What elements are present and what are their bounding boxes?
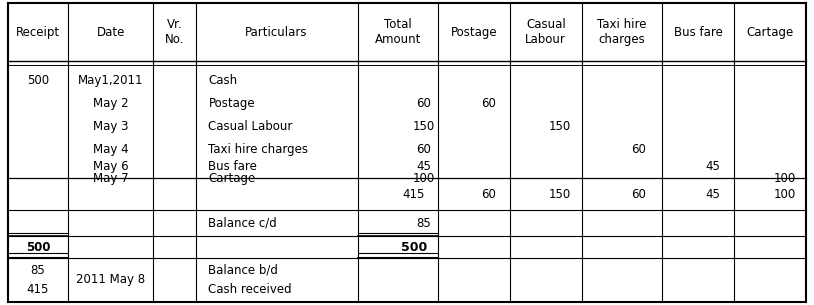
Text: 85: 85 xyxy=(31,264,46,277)
Text: May 4: May 4 xyxy=(93,143,129,156)
Text: 150: 150 xyxy=(549,120,571,133)
Text: Particulars: Particulars xyxy=(245,26,308,38)
Text: May 6: May 6 xyxy=(93,160,129,173)
Text: 60: 60 xyxy=(631,143,646,156)
Text: 85: 85 xyxy=(416,217,431,230)
Text: Casual Labour: Casual Labour xyxy=(208,120,293,133)
Text: May 2: May 2 xyxy=(93,97,129,110)
Text: Postage: Postage xyxy=(208,97,255,110)
Text: 100: 100 xyxy=(773,172,795,185)
Text: Postage: Postage xyxy=(451,26,497,38)
Text: 60: 60 xyxy=(416,97,431,110)
Text: Date: Date xyxy=(96,26,125,38)
Text: 500: 500 xyxy=(26,241,50,253)
Text: Casual
Labour: Casual Labour xyxy=(525,18,567,46)
Text: May1,2011: May1,2011 xyxy=(78,74,143,87)
Text: 60: 60 xyxy=(481,188,496,201)
Text: Cash: Cash xyxy=(208,74,238,87)
Text: Total
Amount: Total Amount xyxy=(374,18,421,46)
Text: Vr.
No.: Vr. No. xyxy=(164,18,184,46)
Text: 2011 May 8: 2011 May 8 xyxy=(76,273,145,286)
Text: 45: 45 xyxy=(416,160,431,173)
Text: Cartage: Cartage xyxy=(746,26,794,38)
Text: Balance b/d: Balance b/d xyxy=(208,264,278,277)
Text: Cash received: Cash received xyxy=(208,283,292,296)
Text: 500: 500 xyxy=(400,241,427,253)
Text: 150: 150 xyxy=(549,188,571,201)
Text: Bus fare: Bus fare xyxy=(674,26,723,38)
Text: 60: 60 xyxy=(416,143,431,156)
Text: 415: 415 xyxy=(27,283,49,296)
Text: 415: 415 xyxy=(403,188,425,201)
Text: 100: 100 xyxy=(773,188,795,201)
Text: Taxi hire charges: Taxi hire charges xyxy=(208,143,309,156)
Text: 150: 150 xyxy=(413,120,435,133)
Text: Taxi hire
charges: Taxi hire charges xyxy=(597,18,646,46)
Text: Receipt: Receipt xyxy=(15,26,60,38)
Text: 45: 45 xyxy=(705,160,720,173)
Text: May 3: May 3 xyxy=(93,120,129,133)
Text: 60: 60 xyxy=(481,97,496,110)
Text: 500: 500 xyxy=(27,74,49,87)
Text: May 7: May 7 xyxy=(93,172,129,185)
Text: Balance c/d: Balance c/d xyxy=(208,217,278,230)
Text: 45: 45 xyxy=(705,188,720,201)
Text: 100: 100 xyxy=(413,172,435,185)
Text: Bus fare: Bus fare xyxy=(208,160,257,173)
Text: 60: 60 xyxy=(631,188,646,201)
Text: Cartage: Cartage xyxy=(208,172,256,185)
